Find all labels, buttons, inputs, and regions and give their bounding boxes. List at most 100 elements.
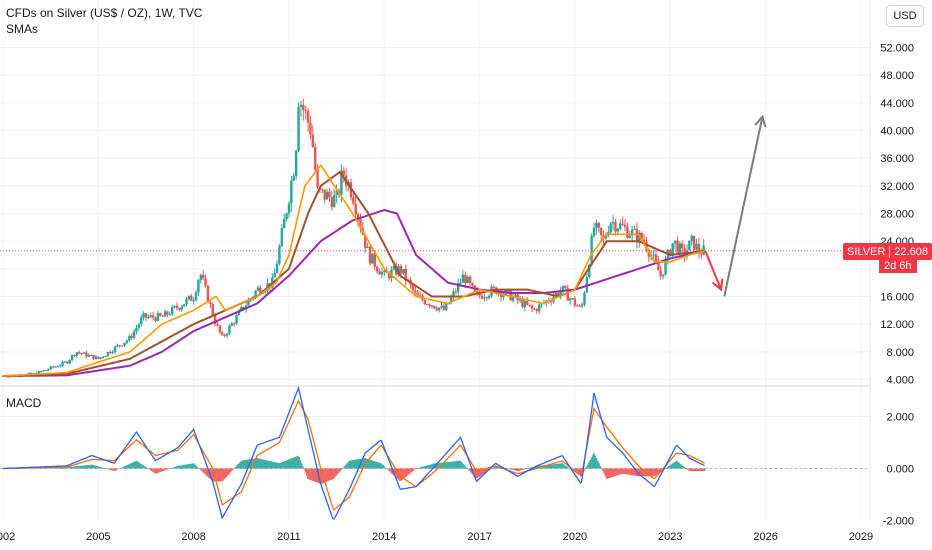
- candle-body: [180, 306, 183, 310]
- price-tick-label: 48.000: [880, 70, 914, 82]
- macd-histogram-bar: [313, 468, 316, 482]
- macd-histogram-bar: [323, 468, 326, 483]
- macd-histogram-bar: [536, 465, 538, 469]
- macd-histogram-bar: [604, 468, 607, 477]
- macd-histogram-bar: [340, 468, 342, 471]
- time-tick-label: 2020: [563, 531, 587, 543]
- macd-histogram-bar: [421, 466, 424, 469]
- candle-body: [51, 366, 55, 368]
- candle-body: [654, 254, 658, 262]
- macd-histogram-bar: [510, 468, 513, 470]
- candle-body: [342, 170, 345, 176]
- candle-body: [182, 304, 186, 307]
- candle-body: [695, 243, 698, 250]
- candle-body: [435, 308, 438, 311]
- macd-histogram-bar: [116, 468, 119, 470]
- macd-histogram-bar: [530, 467, 533, 469]
- macd-histogram-bar: [83, 465, 86, 469]
- up-arrow-head: [754, 114, 767, 128]
- candle-body: [313, 146, 317, 170]
- macd-histogram-bar: [447, 462, 449, 469]
- bar-countdown: 2d 6h: [879, 259, 917, 273]
- macd-histogram-bar: [566, 466, 569, 469]
- macd-histogram-bar: [463, 465, 466, 469]
- macd-histogram-bar: [224, 468, 227, 479]
- candle-body: [292, 176, 295, 181]
- macd-histogram-bar: [551, 464, 553, 469]
- candle-body: [109, 351, 112, 353]
- macd-histogram-bar: [680, 464, 683, 469]
- macd-label[interactable]: MACD: [6, 396, 42, 410]
- macd-histogram-bar: [194, 464, 196, 469]
- macd-histogram-bar: [269, 461, 271, 469]
- candle-body: [273, 273, 276, 278]
- macd-histogram-bar: [139, 463, 142, 469]
- candle-body: [63, 361, 67, 363]
- macd-histogram-bar: [78, 465, 81, 469]
- macd-histogram-bar: [253, 458, 256, 469]
- macd-histogram-bar: [650, 468, 653, 477]
- macd-histogram-bar: [675, 460, 678, 469]
- candle-body: [294, 151, 298, 177]
- price-tick-label: 36.000: [880, 153, 914, 165]
- macd-histogram-bar: [522, 468, 524, 470]
- time-tick-label: 2017: [467, 531, 491, 543]
- macd-histogram-bar: [119, 468, 121, 469]
- candle-body: [652, 254, 655, 256]
- macd-histogram-bar: [326, 468, 328, 482]
- macd-histogram-bar: [703, 468, 706, 472]
- candle-body: [94, 356, 98, 360]
- macd-histogram-bar: [192, 463, 195, 469]
- macd-histogram-bar: [616, 468, 618, 476]
- candle-body: [514, 294, 517, 297]
- macd-histogram-bar: [162, 468, 164, 472]
- macd-histogram-bar: [227, 468, 229, 476]
- macd-histogram-bar: [628, 468, 631, 475]
- macd-histogram-bar: [372, 460, 374, 469]
- candle-body: [466, 276, 469, 284]
- candle-body: [211, 303, 214, 316]
- macd-histogram-bar: [251, 458, 253, 469]
- macd-histogram-bar: [696, 468, 698, 472]
- macd-histogram-bar: [163, 468, 166, 471]
- price-tick-label: 52.000: [880, 43, 914, 55]
- candle-body: [163, 311, 167, 317]
- price-tick-label: 16.000: [880, 292, 914, 304]
- sma-lines: [3, 164, 706, 377]
- macd-histogram-bar: [659, 468, 661, 473]
- macd-histogram-bar: [468, 468, 471, 471]
- macd-histogram-bar: [262, 459, 265, 469]
- macd-histogram-bar: [107, 468, 110, 470]
- macd-histogram-bar: [101, 467, 103, 469]
- macd-histogram-bar: [96, 466, 98, 469]
- macd-histogram-bar: [74, 466, 77, 469]
- macd-histogram-bar: [415, 468, 417, 469]
- candle-body: [299, 104, 303, 107]
- macd-histogram-bar: [130, 463, 133, 469]
- macd-histogram-bar: [120, 467, 123, 469]
- candle-body: [28, 372, 31, 374]
- macd-histogram-bar: [585, 466, 588, 469]
- candle-body: [230, 323, 233, 326]
- candle-body: [352, 197, 355, 204]
- macd-histogram-bar: [495, 466, 497, 469]
- time-tick-label: 2026: [753, 531, 777, 543]
- macd-histogram-bar: [286, 459, 289, 469]
- macd-histogram-bar: [81, 465, 83, 469]
- candle-body: [78, 352, 81, 354]
- macd-histogram-bar: [656, 468, 659, 475]
- macd-histogram-bar: [142, 465, 144, 469]
- macd-histogram-bar: [673, 462, 675, 469]
- macd-histogram-bar: [288, 459, 290, 469]
- currency-button[interactable]: USD: [886, 5, 924, 27]
- macd-histogram-bar: [368, 459, 370, 469]
- candle-body: [476, 290, 479, 293]
- macd-histogram-bar: [347, 461, 350, 469]
- macd-histogram-bar: [652, 468, 655, 477]
- indicator-label[interactable]: SMAs: [6, 22, 39, 36]
- macd-histogram-bar: [458, 460, 461, 469]
- macd-histogram-bar: [311, 468, 313, 481]
- macd-histogram-bar: [599, 465, 602, 469]
- macd-histogram-bar: [261, 459, 264, 469]
- macd-histogram-bar: [255, 458, 257, 469]
